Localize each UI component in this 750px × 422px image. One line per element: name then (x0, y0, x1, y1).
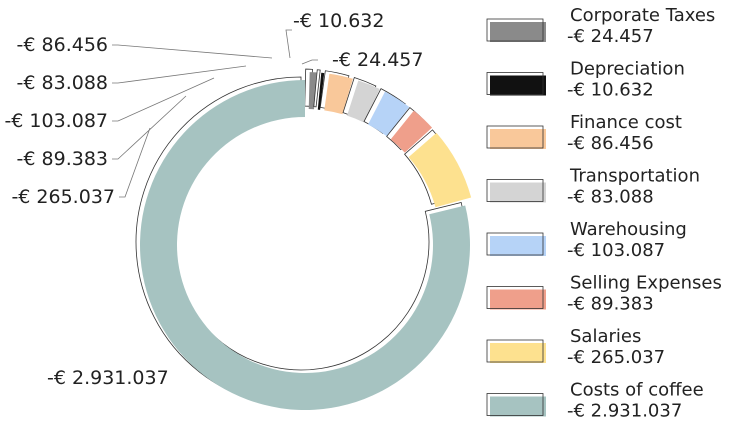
data-labels: -€ 24.457 -€ 10.632 -€ 86.456 -€ 83.088 -€ 1… (4, 10, 423, 389)
legend-swatch-outline-warehousing (486, 232, 544, 256)
data-label-costs-of-coffee: -€ 2.931.037 (47, 367, 169, 389)
legend-swatch-outline-costs-of-coffee (486, 393, 544, 416)
legend-value-warehousing: -€ 103.087 (567, 240, 665, 261)
leader-lines (112, 29, 318, 198)
leader-line-depreciation (285, 29, 292, 59)
leader-line-salaries (119, 127, 151, 198)
legend-name-transportation: Transportation (569, 166, 700, 187)
legend-swatch-corporate-taxes (490, 22, 546, 42)
legend-swatch-outline-selling-expenses (486, 286, 544, 309)
data-label-salaries: -€ 265.037 (11, 186, 115, 208)
legend-value-corporate-taxes: -€ 24.457 (567, 26, 654, 47)
data-label-selling-expenses: -€ 89.383 (17, 148, 108, 170)
legend-swatch-outline-salaries (486, 339, 544, 363)
legend-name-salaries: Salaries (570, 326, 641, 347)
data-label-warehousing: -€ 103.087 (4, 110, 108, 132)
data-label-depreciation: -€ 10.632 (293, 10, 384, 32)
legend-name-corporate-taxes: Corporate Taxes (570, 5, 715, 26)
legend-swatch-outline-corporate-taxes (486, 18, 544, 42)
legend-swatch-outline-depreciation (486, 72, 544, 95)
data-label-transportation: -€ 83.088 (17, 72, 108, 94)
leader-line-warehousing (112, 77, 215, 122)
data-label-finance-cost: -€ 86.456 (17, 34, 108, 56)
legend-name-finance-cost: Finance cost (570, 112, 682, 133)
legend-swatch-outline-finance-cost (486, 125, 544, 149)
slice-outline-depreciation (313, 69, 321, 108)
legend-value-selling-expenses: -€ 89.383 (567, 294, 654, 315)
legend-swatch-outline-transportation (486, 179, 544, 202)
legend-value-costs-of-coffee: -€ 2.931.037 (567, 401, 682, 422)
legend-swatch-finance-cost (490, 129, 546, 149)
legend-value-finance-cost: -€ 86.456 (567, 133, 654, 154)
data-label-corporate-taxes: -€ 24.457 (332, 49, 423, 71)
slice-transportation (347, 80, 380, 123)
slice-warehousing (368, 91, 410, 137)
legend-name-depreciation: Depreciation (570, 59, 685, 80)
legend-swatch-salaries (490, 343, 546, 363)
leader-line-transportation (112, 65, 247, 84)
slice-selling-expenses (390, 110, 433, 153)
leader-line-selling-expenses (112, 95, 187, 160)
legend-value-depreciation: -€ 10.632 (567, 80, 654, 101)
legend-swatch-transportation (490, 182, 546, 203)
legend-name-costs-of-coffee: Costs of coffee (570, 380, 704, 401)
leader-line-corporate-taxes (301, 59, 318, 65)
legend-value-salaries: -€ 265.037 (567, 347, 665, 368)
legend-name-selling-expenses: Selling Expenses (570, 273, 722, 294)
legend-swatch-warehousing (490, 236, 546, 256)
legend-name-warehousing: Warehousing (570, 219, 687, 240)
legend-swatch-selling-expenses (490, 289, 546, 310)
legend-swatch-costs-of-coffee (490, 396, 546, 417)
leader-line-finance-cost (112, 44, 273, 59)
slice-salaries (408, 132, 472, 208)
slice-finance-cost (324, 73, 353, 115)
legend-swatch-depreciation (490, 75, 546, 96)
legend-value-transportation: -€ 83.088 (567, 187, 654, 208)
slice-depreciation (317, 72, 325, 110)
donut-slices (135, 68, 472, 410)
